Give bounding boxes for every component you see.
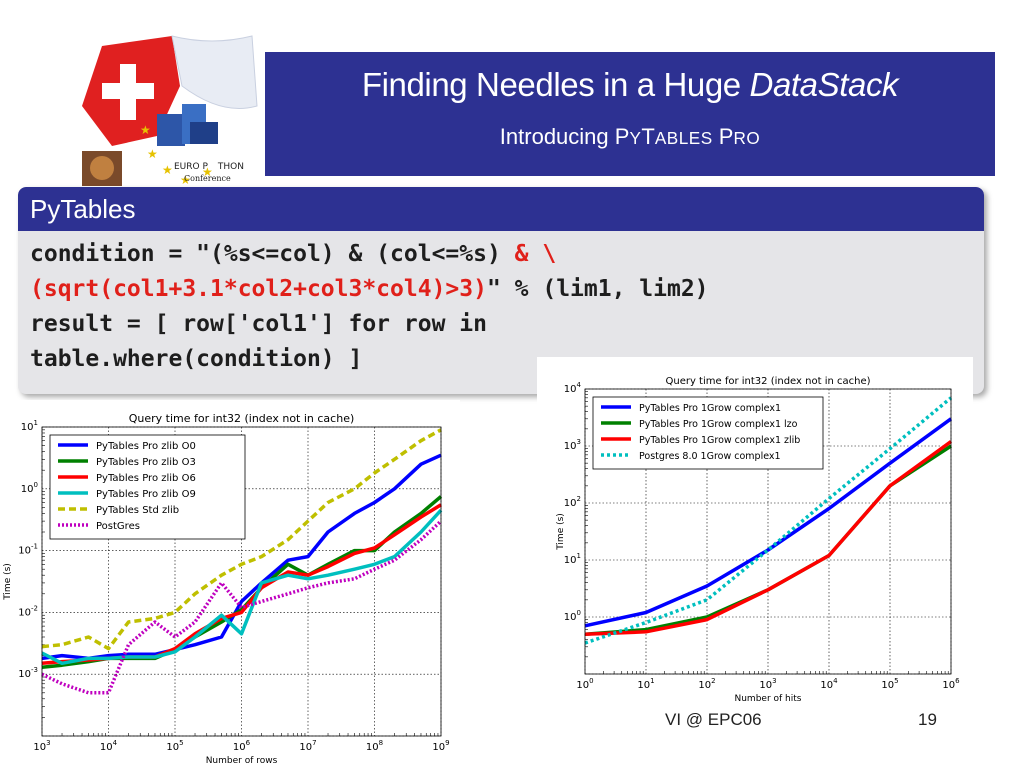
legend-label: PyTables Pro zlib O6: [96, 473, 196, 484]
x-tick-label: 104: [820, 677, 838, 691]
code-listing: condition = "(%s<=col) & (col<=%s) & \ (s…: [18, 231, 984, 377]
y-tick-label: 10-2: [18, 604, 38, 618]
svg-text:★: ★: [202, 165, 213, 179]
y-tick-label: 101: [21, 419, 38, 433]
x-tick-label: 105: [166, 739, 183, 753]
chart-title: Query time for int32 (index not in cache…: [665, 376, 870, 387]
code-line: condition = "(%s<=col) & (col<=%s) & \: [30, 237, 984, 272]
x-tick-label: 109: [432, 739, 449, 753]
code-line: table.where(condition) ]: [30, 342, 984, 377]
series-line: [41, 428, 442, 651]
series-line: [41, 453, 442, 661]
logo-block-3: [190, 122, 218, 144]
series-line: [584, 396, 953, 645]
y-tick-label: 10-3: [18, 666, 38, 680]
code-token: & \: [514, 241, 557, 267]
svg-text:★: ★: [162, 163, 173, 177]
legend-label: PyTables Pro 1Grow complex1 lzo: [639, 419, 798, 430]
series-line: [41, 519, 443, 695]
code-token: condition = "(%s<=col) & (col<=%s): [30, 241, 515, 267]
legend-label: PyTables Pro zlib O9: [96, 489, 196, 500]
y-tick-label: 103: [564, 438, 581, 452]
code-line: (sqrt(col1+3.1*col2+col3*col4)>3)" % (li…: [30, 272, 984, 307]
x-tick-label: 105: [881, 677, 898, 691]
code-token: " % (lim1, lim2): [486, 276, 709, 302]
legend-label: PyTables Pro zlib O3: [96, 457, 196, 468]
y-tick-label: 101: [564, 552, 581, 566]
logo-text-1: EURO P THON: [174, 162, 244, 172]
plot-frame: [584, 388, 952, 675]
x-tick-label: 106: [942, 677, 960, 691]
legend-label: PyTables Pro 1Grow complex1: [639, 403, 781, 414]
x-tick-label: 100: [576, 677, 593, 691]
x-tick-label: 106: [233, 739, 251, 753]
slide-header: Finding Needles in a Huge DataStack Intr…: [265, 52, 995, 176]
svg-text:★: ★: [140, 123, 151, 137]
legend-label: PostGres: [96, 521, 140, 532]
x-tick-label: 101: [637, 677, 654, 691]
europython-logo: ★ ★ ★ ★ ★ EURO P THON Conference: [82, 35, 258, 187]
legend-label: PyTables Std zlib: [96, 505, 179, 516]
legend-label: PyTables Pro zlib O0: [96, 441, 196, 452]
y-tick-label: 100: [564, 609, 581, 623]
plot-frame: [41, 426, 442, 737]
legend: PyTables Pro zlib O0 PyTables Pro zlib O3…: [49, 434, 246, 540]
code-token: (sqrt(col1+3.1*col2+col3*col4)>3): [30, 276, 487, 302]
x-tick-label: 103: [33, 739, 50, 753]
series-line: [584, 440, 953, 636]
legend-label: Postgres 8.0 1Grow complex1: [639, 451, 781, 462]
legend-label: PyTables Pro 1Grow complex1 zlib: [639, 435, 800, 446]
chart-hits: 100 101 102 103 104 105 106 100 101 102 103 104 Quer…: [537, 357, 973, 705]
x-tick-label: 108: [366, 739, 383, 753]
code-token: table.where(condition) ]: [30, 346, 363, 372]
slide-title: Finding Needles in a Huge DataStack: [361, 66, 899, 103]
y-tick-label: 102: [564, 495, 581, 509]
legend: PyTables Pro 1Grow complex1 PyTables Pro …: [592, 396, 824, 470]
series-line: [41, 509, 443, 666]
swiss-cross-h: [102, 83, 154, 99]
svg-text:★: ★: [180, 173, 191, 187]
x-tick-label: 104: [100, 739, 118, 753]
logo-block-1: [157, 114, 185, 146]
y-tick-label: 10-1: [18, 543, 38, 557]
x-tick-label: 102: [698, 677, 715, 691]
y-tick-label: 104: [564, 381, 582, 395]
series-line: [584, 417, 953, 628]
logo-text-2: Conference: [184, 174, 231, 183]
x-tick-label: 103: [759, 677, 776, 691]
code-line: result = [ row['col1'] for row in: [30, 307, 984, 342]
chart-title: Query time for int32 (index not in cache…: [129, 412, 355, 425]
page-number: 19: [918, 710, 937, 729]
x-tick-label: 107: [299, 739, 316, 753]
x-axis-label: Number of rows: [206, 756, 278, 766]
y-tick-label: 100: [21, 481, 38, 495]
chart-rows: 103 104 105 106 107 108 109 10-3 10-2 10-1 100 101 Q…: [0, 400, 460, 768]
y-axis-label: Time (s): [3, 563, 13, 601]
footer-event: VI @ EPC06: [665, 710, 762, 729]
x-axis-label: Number of hits: [735, 694, 802, 704]
y-axis-label: Time (s): [556, 513, 566, 551]
code-block-title: PyTables: [18, 187, 984, 231]
wave-decoration: [171, 35, 258, 109]
svg-text:★: ★: [147, 147, 158, 161]
code-token: result = [ row['col1'] for row in: [30, 311, 487, 337]
slide-subtitle: Introducing PYTABLES PRO: [499, 124, 761, 149]
